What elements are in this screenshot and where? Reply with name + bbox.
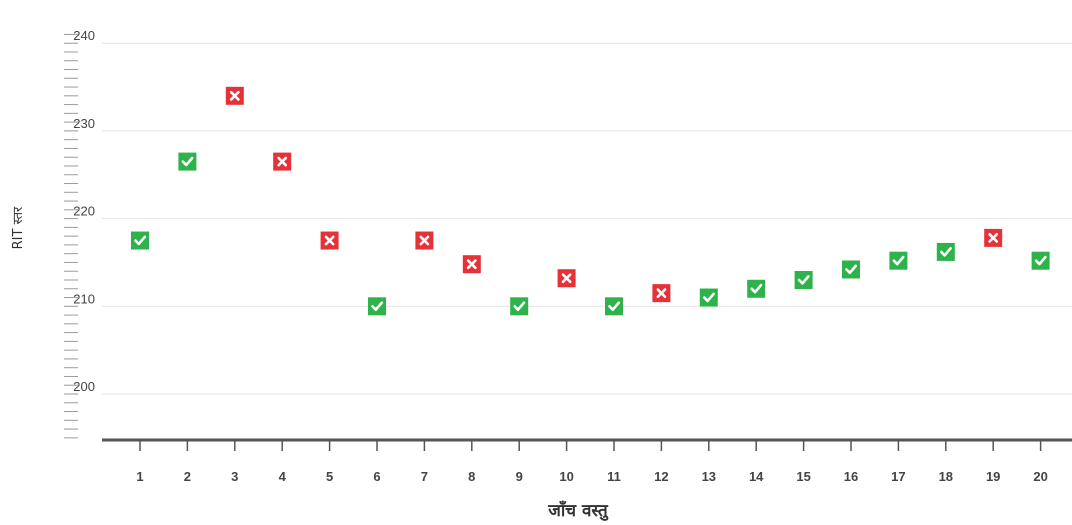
check-icon [134,235,147,246]
check-icon [702,292,715,303]
data-point [415,231,434,250]
data-point [368,297,386,316]
data-point [652,284,671,303]
data-point [273,152,292,171]
x-tick-label: 18 [939,469,953,484]
x-tick-label: 8 [468,469,475,484]
check-icon [797,275,810,285]
check-icon [845,264,858,275]
data-point [462,255,481,274]
check-icon [608,301,621,311]
grid-lines [102,42,1072,395]
check-icon [513,301,526,311]
check-icon [1034,255,1047,266]
x-tick-label: 10 [559,469,573,484]
check-icon [181,156,194,167]
y-tick-labels: 200 210 220 230 240 [73,28,95,394]
x-tick-label: 2 [184,469,191,484]
x-tick-label: 15 [796,469,810,484]
check-icon [371,301,384,311]
data-point [1031,251,1050,270]
y-tick-label: 220 [73,204,95,219]
data-point [794,270,813,289]
cross-icon [419,235,430,246]
data-point [178,152,197,171]
x-axis-title: जाँच वस्तु [547,500,609,521]
data-point [510,297,529,316]
y-tick-label: 200 [73,379,95,394]
data-point [557,269,576,288]
check-icon [892,255,905,266]
data-point [131,231,149,250]
y-tick-label: 230 [73,116,95,131]
x-tick-label: 16 [844,469,858,484]
x-tick-label: 20 [1033,469,1047,484]
y-tick-label: 240 [73,28,95,43]
cross-icon [466,259,477,270]
cross-icon [988,232,999,243]
data-point [889,251,908,270]
x-tick-label: 9 [516,469,523,484]
x-tick-label: 19 [986,469,1000,484]
cross-icon [656,288,667,299]
data-points [131,86,1050,316]
check-icon [939,247,952,257]
x-tick-label: 1 [136,469,143,484]
cross-icon [277,156,288,167]
check-icon [750,283,763,294]
data-point [936,242,955,261]
x-tick-label: 14 [749,469,764,484]
y-axis-title: RIT स्तर [11,206,26,249]
cross-icon [561,273,572,284]
data-point [320,231,339,250]
x-tick-labels: 1 2 3 4 5 6 7 8 9 10 11 12 13 14 15 16 17 18 19 20 [136,441,1048,484]
data-point [699,288,718,307]
x-tick-label: 12 [654,469,668,484]
y-minor-ticks [64,33,78,439]
x-tick-label: 3 [231,469,238,484]
x-tick-label: 6 [373,469,380,484]
x-tick-label: 17 [891,469,905,484]
x-tick-label: 11 [607,469,621,484]
data-point [747,279,766,298]
x-tick-label: 13 [702,469,716,484]
y-tick-label: 210 [73,291,95,306]
cross-icon [324,235,335,246]
x-tick-label: 5 [326,469,333,484]
data-point [225,86,244,105]
x-tick-label: 4 [279,469,287,484]
x-tick-label: 7 [421,469,428,484]
cross-icon [229,90,240,101]
data-point [842,260,860,279]
data-point [605,297,623,316]
data-point [984,228,1003,247]
